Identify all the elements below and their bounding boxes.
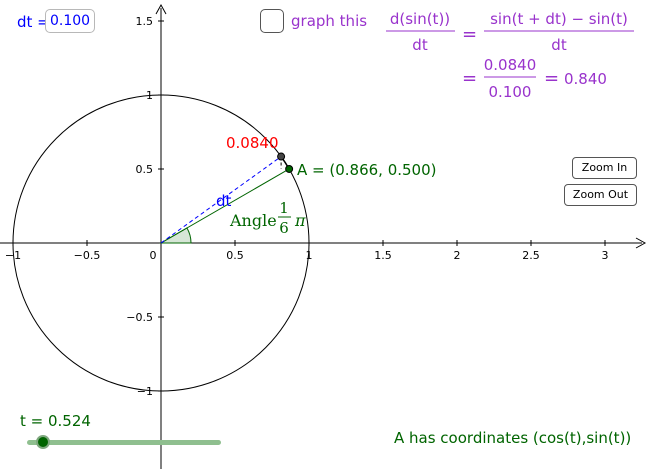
coordinates-caption: A has coordinates (cos(t),sin(t)) [394, 429, 632, 447]
x-tick-label: 1 [306, 249, 313, 262]
angle-fraction-denominator: 6 [279, 219, 289, 237]
y-tick-label: −0.5 [126, 311, 153, 324]
y-tick-label: 1.5 [136, 15, 154, 28]
dt-segment-label: dt [216, 192, 232, 210]
formula-rhs-denominator: dt [551, 36, 567, 54]
t-slider-track[interactable] [27, 440, 221, 445]
point-A[interactable] [285, 164, 294, 173]
segment-origin-to-A [160, 168, 290, 244]
x-tick-label: 1.5 [374, 249, 392, 262]
x-tick-label: −0.5 [74, 249, 101, 262]
angle-label: Angle [229, 211, 277, 230]
y-tick-label: −1 [137, 385, 153, 398]
formula-equals-3: = [544, 68, 559, 89]
y-tick-label: 0.5 [136, 163, 154, 176]
x-tick-label: 2 [454, 249, 461, 262]
angle-fraction-numerator: 1 [279, 199, 289, 217]
formula-lhs-denominator: dt [412, 36, 428, 54]
point-A-label: A = (0.866, 0.500) [297, 161, 437, 179]
graph-this-label[interactable]: graph this [291, 12, 368, 30]
formula-value-numerator: 0.0840 [484, 56, 537, 74]
x-tick-label: 0 [150, 249, 157, 262]
derivative-formula: d(sin(t)) dt = sin(t + dt) − sin(t) dt =… [386, 10, 634, 101]
zoom-out-button[interactable]: Zoom Out [564, 184, 637, 206]
formula-rhs-numerator: sin(t + dt) − sin(t) [490, 10, 628, 28]
t-slider-label: t = 0.524 [20, 412, 91, 430]
formula-value-denominator: 0.100 [489, 83, 532, 101]
x-tick-label: 0.5 [226, 249, 244, 262]
dy-label: 0.0840 [226, 134, 279, 152]
dt-input[interactable]: 0.100 [45, 9, 95, 33]
point-t-plus-dt[interactable] [277, 152, 286, 161]
x-axis-arrow [635, 237, 647, 249]
formula-equals-2: = [462, 68, 477, 89]
zoom-in-button[interactable]: Zoom In [572, 157, 637, 179]
segment-origin-to-t-plus-dt [160, 156, 282, 244]
y-axis-ticks: 1.510.5−0.5−1 [126, 15, 164, 398]
x-tick-label: −1 [5, 249, 21, 262]
angle-pi: π [294, 211, 306, 230]
dt-label: dt = [17, 13, 50, 31]
formula-equals-1: = [462, 24, 477, 45]
formula-result: 0.840 [564, 70, 607, 88]
t-slider-handle[interactable] [36, 435, 51, 449]
x-tick-label: 3 [602, 249, 609, 262]
y-axis-arrow [155, 3, 167, 15]
unit-circle [12, 94, 310, 392]
x-tick-label: 2.5 [522, 249, 540, 262]
graph-this-checkbox[interactable] [260, 9, 284, 33]
formula-lhs-numerator: d(sin(t)) [390, 10, 450, 28]
